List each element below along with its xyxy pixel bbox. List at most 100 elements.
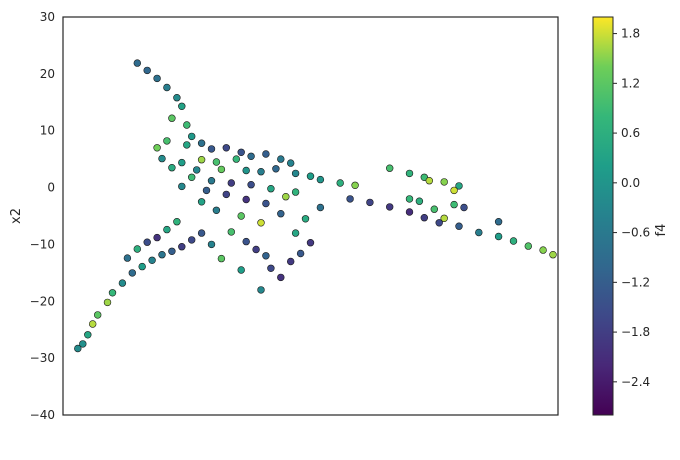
- data-point: [242, 195, 250, 204]
- data-point: [262, 199, 270, 208]
- data-point: [405, 169, 414, 178]
- colorbar-tick-label: 1.8: [621, 27, 640, 41]
- data-point: [287, 159, 295, 167]
- data-point: [524, 242, 532, 250]
- data-point: [178, 182, 186, 191]
- data-point: [509, 237, 518, 245]
- data-point: [494, 218, 503, 226]
- data-point: [227, 228, 236, 236]
- data-point: [450, 186, 458, 195]
- y-axis-label: x2: [9, 208, 24, 224]
- plot-frame: [62, 16, 559, 416]
- data-point: [178, 158, 186, 167]
- data-point: [549, 251, 557, 259]
- data-point: [386, 164, 394, 172]
- data-point: [301, 215, 310, 223]
- y-tick-label: 30: [40, 10, 55, 24]
- data-point: [247, 152, 255, 161]
- data-point: [84, 331, 92, 339]
- data-point: [247, 181, 255, 189]
- data-point: [257, 219, 265, 227]
- data-point: [133, 245, 142, 253]
- y-tick-label: 20: [40, 67, 55, 81]
- data-point: [163, 83, 171, 92]
- colorbar-label: f4: [654, 224, 669, 237]
- data-point: [272, 165, 280, 173]
- data-point: [158, 154, 166, 163]
- colorbar-tick-label: 1.2: [621, 76, 640, 90]
- data-point: [296, 249, 305, 258]
- data-point: [143, 66, 151, 75]
- data-point: [128, 269, 137, 277]
- data-point: [277, 273, 285, 282]
- data-point: [207, 177, 216, 185]
- colorbar-gradient: [592, 16, 614, 416]
- data-point: [252, 245, 260, 254]
- data-point: [178, 102, 186, 111]
- data-point: [108, 289, 117, 297]
- data-point: [242, 166, 250, 175]
- colorbar: 1.8 1.2 0.6 0.0 −0.6 −1.2 −1.8 −2.4 f4: [592, 16, 669, 416]
- data-point: [277, 155, 285, 163]
- data-point: [455, 222, 463, 230]
- data-point: [202, 186, 211, 195]
- data-point: [148, 256, 156, 264]
- data-point: [455, 182, 463, 190]
- data-point: [430, 205, 438, 213]
- data-point: [291, 229, 300, 237]
- data-point: [168, 114, 176, 122]
- data-point: [316, 175, 325, 184]
- data-point: [93, 311, 102, 319]
- data-point: [257, 286, 265, 294]
- data-point: [415, 197, 424, 205]
- colorbar-tick-label: 0.6: [621, 126, 640, 140]
- data-point: [277, 210, 285, 218]
- data-point: [133, 59, 142, 67]
- data-point: [163, 137, 171, 145]
- y-tick-label: 0: [47, 181, 55, 195]
- plot-area: [62, 16, 559, 416]
- colorbar-tick-label: −2.4: [621, 375, 650, 389]
- data-point: [188, 132, 196, 141]
- data-point: [306, 172, 315, 180]
- data-point: [420, 173, 428, 182]
- data-point: [494, 232, 503, 241]
- data-point: [188, 173, 196, 182]
- data-point: [287, 257, 295, 266]
- y-tick-label: −20: [30, 294, 55, 308]
- data-point: [153, 233, 161, 242]
- data-point: [242, 237, 250, 246]
- data-point: [420, 214, 428, 222]
- colorbar-tick-label: 0.0: [621, 176, 640, 190]
- data-point: [212, 206, 221, 215]
- data-point: [386, 203, 394, 211]
- data-point: [103, 298, 112, 307]
- data-point: [168, 247, 176, 256]
- data-point: [158, 251, 166, 259]
- data-point: [460, 203, 468, 212]
- data-point: [232, 155, 241, 163]
- data-point: [217, 165, 226, 174]
- data-point: [316, 203, 325, 212]
- data-point: [440, 178, 448, 186]
- colorbar-tick-label: −0.6: [621, 226, 650, 240]
- data-point: [217, 254, 226, 263]
- data-point: [237, 148, 245, 157]
- data-point: [475, 228, 483, 237]
- data-point: [262, 252, 270, 260]
- data-points: [74, 59, 557, 353]
- data-point: [88, 320, 97, 328]
- data-point: [237, 266, 245, 274]
- data-point: [237, 212, 245, 220]
- data-point: [183, 121, 191, 129]
- data-point: [282, 193, 290, 201]
- data-point: [306, 239, 315, 247]
- colorbar-ticks: 1.8 1.2 0.6 0.0 −0.6 −1.2 −1.8 −2.4: [613, 27, 650, 389]
- data-point: [183, 141, 191, 149]
- data-point: [123, 254, 132, 262]
- data-point: [405, 195, 414, 203]
- data-point: [79, 340, 87, 348]
- data-point: [222, 190, 231, 199]
- y-tick-label: −40: [30, 408, 55, 422]
